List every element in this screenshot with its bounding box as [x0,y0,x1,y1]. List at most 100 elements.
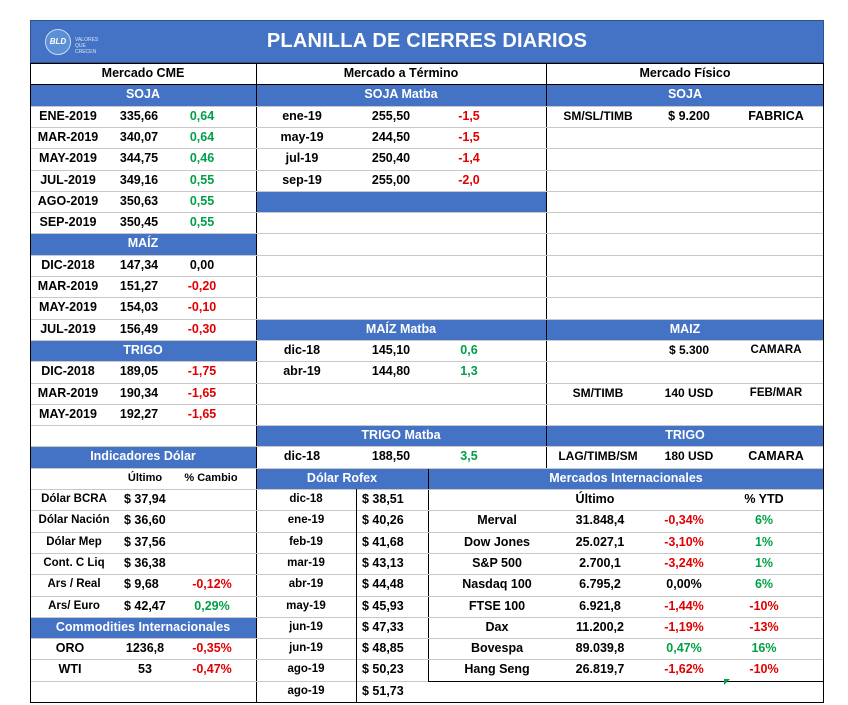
intl-market-value: 31.848,4 [575,513,625,528]
cme-soja-change: 0,64 [189,108,215,123]
matba-trigo-header: TRIGO Matba [256,425,546,447]
fisico-trigo-destination: CAMARA [748,449,804,464]
commodity-change: -0,35% [192,641,232,656]
matba-soja-price: 255,00 [371,172,411,187]
cme-soja-price: 344,75 [119,151,159,166]
col-divider-lower-1 [256,467,257,702]
dolar-indicator-value: $ 36,38 [124,555,166,570]
fisico-maiz-place: SM/TIMB [572,385,624,400]
cme-trigo-change: -1,65 [187,406,217,421]
cme-maiz-change: 0,00 [189,257,215,272]
cme-maiz-month: MAR-2019 [37,279,99,293]
intl-market-change: -3,10% [664,534,704,549]
cme-trigo-month: MAR-2019 [37,385,99,400]
rofex-value: $ 41,68 [362,534,404,549]
rofex-value: $ 38,51 [362,492,404,506]
rofex-value: $ 44,48 [362,577,404,592]
intl-market-ytd: 6% [754,577,774,592]
fisico-trigo-place: LAG/TIMB/SM [558,449,638,464]
rofex-month: feb-19 [289,535,323,548]
rofex-value: $ 51,73 [362,683,404,698]
cme-soja-change: 0,46 [189,151,215,166]
dolar-indicator-change [180,532,244,553]
row-separator [31,105,823,107]
matba-soja-price: 244,50 [371,129,411,144]
row-separator [31,276,823,277]
fisico-soja-price: $ 9.200 [668,108,710,123]
row-separator [31,552,823,554]
cme-maiz-month: MAY-2019 [39,300,97,315]
cme-soja-header: SOJA [30,84,256,106]
row-separator [31,169,823,171]
dolar-indicator-value: $ 36,60 [124,513,166,528]
fisico-trigo-price: 180 USD [664,449,714,464]
cme-soja-change: 0,55 [189,172,215,187]
border-left [30,63,31,702]
fisico-soja-header: SOJA [546,84,824,106]
intl-market-name: Merval [477,513,517,528]
row-separator [31,489,823,490]
section-cme-title: Mercado CME [101,66,185,80]
row-separator [31,212,823,214]
rofex-value: $ 40,26 [362,513,404,528]
commodity-value: 1236,8 [125,641,165,656]
commodity-change: -0,47% [192,662,232,677]
dolar-indicator-name: Cont. C Liq [43,556,105,569]
cme-maiz-change: -0,20 [187,279,217,293]
rofex-month: abr-19 [288,578,324,591]
matba-soja-price: 250,40 [371,151,411,166]
row-separator [31,425,823,427]
cme-soja-change: 0,64 [189,129,215,144]
matba-soja-change: -1,5 [458,129,480,144]
fisico-maiz-price: $ 5.300 [668,342,710,357]
row-separator [31,126,823,128]
cme-soja-price: 350,45 [119,215,159,230]
cme-soja-month: JUL-2019 [40,172,96,187]
cme-soja-month: MAY-2019 [39,151,97,166]
dolar-indicator-value: $ 37,56 [124,534,166,549]
intl-market-name: Nasdaq 100 [462,577,532,592]
matba-trigo-month: dic-18 [283,449,321,464]
dolar-indicator-name: Dólar BCRA [41,493,107,505]
row-separator [31,339,823,341]
matba-trigo-price: 188,50 [371,449,411,464]
fisico-maiz-destination: FEB/MAR [749,386,803,399]
matba-maiz-price: 144,80 [371,364,411,379]
border-bottom [30,702,824,703]
cme-soja-month: AGO-2019 [37,193,99,208]
bld-logo: BLD VALORES QUE CRECEN [45,29,107,55]
intl-market-value: 25.027,1 [575,534,625,549]
rofex-value: $ 47,33 [362,619,404,634]
matba-blank-header-bg [256,190,546,213]
dolar-indicator-name: Dólar Mep [46,535,102,548]
cme-trigo-price: 189,05 [119,364,159,379]
dolar-indicator-name: Ars/ Euro [48,599,100,612]
intl-market-value: 26.819,7 [575,662,625,677]
commodities-header: Commodities Internacionales [30,616,256,639]
matba-maiz-price: 145,10 [371,342,411,357]
sheet-title: PLANILLA DE CIERRES DIARIOS [266,30,588,52]
intl-market-change: 0,00% [666,577,702,592]
rofex-header: Dólar Rofex [256,467,428,489]
rofex-value: $ 48,85 [362,641,404,656]
rofex-month: ago-19 [287,684,325,697]
section-fisico-title: Mercado Físico [639,66,731,80]
intl-col-ytd: % YTD [744,492,784,506]
cme-soja-month: MAR-2019 [37,129,99,144]
row-separator [31,680,823,682]
dolar-indicator-change [180,553,244,574]
rofex-value: $ 45,93 [362,598,404,613]
cme-maiz-price: 151,27 [119,279,159,293]
rofex-month: mar-19 [287,556,325,569]
row-separator [31,616,823,618]
dolar-col-cambio: % Cambio [184,471,238,484]
matba-maiz-header: MAÍZ Matba [256,318,546,340]
intl-market-change: -3,24% [664,555,704,570]
fisico-soja-place: SM/SL/TIMB [563,108,633,123]
dolar-header: Indicadores Dólar [30,446,256,468]
cme-maiz-price: 156,49 [119,321,159,336]
rofex-value: $ 43,13 [362,555,404,570]
dolar-indicator-value: $ 42,47 [124,598,166,613]
dolar-indicator-change: 0,29% [194,598,230,613]
row-separator [31,403,823,405]
